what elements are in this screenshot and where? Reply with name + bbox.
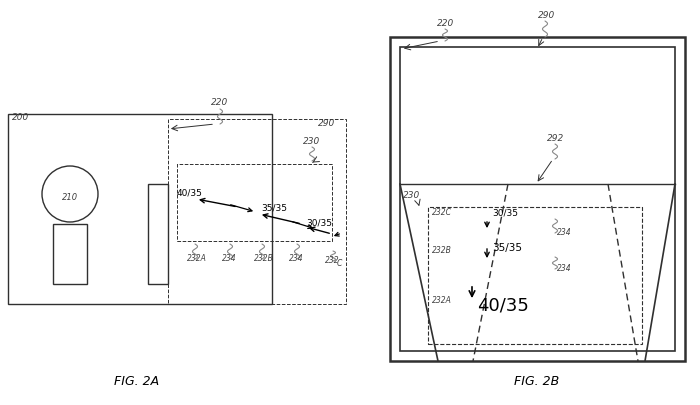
Text: C: C bbox=[337, 258, 342, 267]
Bar bbox=[148, 185, 168, 284]
Bar bbox=[400, 48, 675, 351]
Text: 200: 200 bbox=[12, 113, 29, 121]
Text: 220: 220 bbox=[211, 98, 228, 107]
Text: 232A: 232A bbox=[432, 295, 452, 304]
Text: 30/35: 30/35 bbox=[306, 218, 332, 228]
Text: 232B: 232B bbox=[432, 245, 452, 254]
Text: 292: 292 bbox=[547, 134, 564, 143]
Bar bbox=[168, 120, 346, 304]
Text: 230: 230 bbox=[303, 136, 321, 146]
Bar bbox=[390, 38, 685, 361]
Text: 35/35: 35/35 bbox=[261, 203, 287, 213]
Text: 234: 234 bbox=[222, 254, 237, 262]
Text: 40/35: 40/35 bbox=[477, 296, 529, 314]
Text: FIG. 2B: FIG. 2B bbox=[514, 374, 559, 387]
Bar bbox=[428, 207, 642, 344]
Text: 210: 210 bbox=[62, 193, 78, 202]
Text: 234: 234 bbox=[289, 254, 304, 262]
Text: 234: 234 bbox=[557, 263, 572, 272]
Text: 232A: 232A bbox=[187, 254, 207, 262]
Text: 220: 220 bbox=[437, 19, 454, 28]
Text: 30/35: 30/35 bbox=[492, 209, 518, 217]
Text: 234: 234 bbox=[557, 228, 572, 237]
Bar bbox=[177, 164, 332, 241]
Text: 40/35: 40/35 bbox=[177, 189, 203, 198]
Text: 232C: 232C bbox=[432, 207, 452, 216]
Text: 35/35: 35/35 bbox=[492, 243, 522, 252]
Text: 230: 230 bbox=[403, 190, 420, 200]
Bar bbox=[53, 224, 87, 284]
Bar bbox=[8, 115, 272, 304]
Text: 290: 290 bbox=[538, 11, 555, 20]
Text: FIG. 2A: FIG. 2A bbox=[114, 374, 160, 387]
Text: 232: 232 bbox=[325, 256, 340, 264]
Text: 232B: 232B bbox=[254, 254, 274, 262]
Text: 290: 290 bbox=[318, 119, 335, 128]
